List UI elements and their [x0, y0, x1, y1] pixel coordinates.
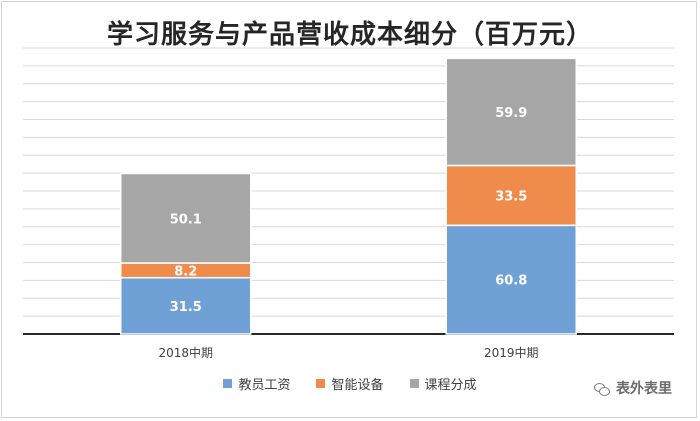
watermark: 表外表里: [594, 378, 672, 398]
legend: 教员工资 智能设备 课程分成: [0, 374, 700, 393]
wechat-icon: [594, 382, 610, 396]
x-tick-label: 2019中期: [484, 345, 539, 360]
data-label: 33.5: [495, 189, 527, 204]
legend-swatch-course: [409, 379, 419, 388]
bar-segment: [445, 164, 577, 227]
legend-swatch-device: [316, 379, 326, 388]
bar-segment: [445, 224, 577, 335]
bar-segment: [120, 172, 252, 264]
legend-label-salary: 教员工资: [238, 378, 291, 393]
bar-segment: [445, 57, 577, 167]
x-tick-label: 2018中期: [158, 345, 213, 360]
bar-segment: [120, 276, 252, 335]
watermark-text: 表外表里: [616, 381, 672, 397]
legend-label-device: 智能设备: [331, 378, 384, 393]
legend-item-course: 课程分成: [409, 374, 477, 393]
legend-swatch-salary: [223, 379, 233, 388]
legend-item-salary: 教员工资: [223, 374, 290, 393]
data-label: 59.9: [495, 106, 527, 121]
legend-label-course: 课程分成: [424, 378, 477, 393]
data-label: 8.2: [174, 264, 197, 279]
data-label: 60.8: [495, 274, 527, 289]
legend-item-device: 智能设备: [316, 374, 384, 393]
data-label: 50.1: [170, 212, 202, 227]
chart-title: 学习服务与产品营收成本细分（百万元）: [106, 20, 593, 50]
data-label: 31.5: [170, 300, 202, 315]
